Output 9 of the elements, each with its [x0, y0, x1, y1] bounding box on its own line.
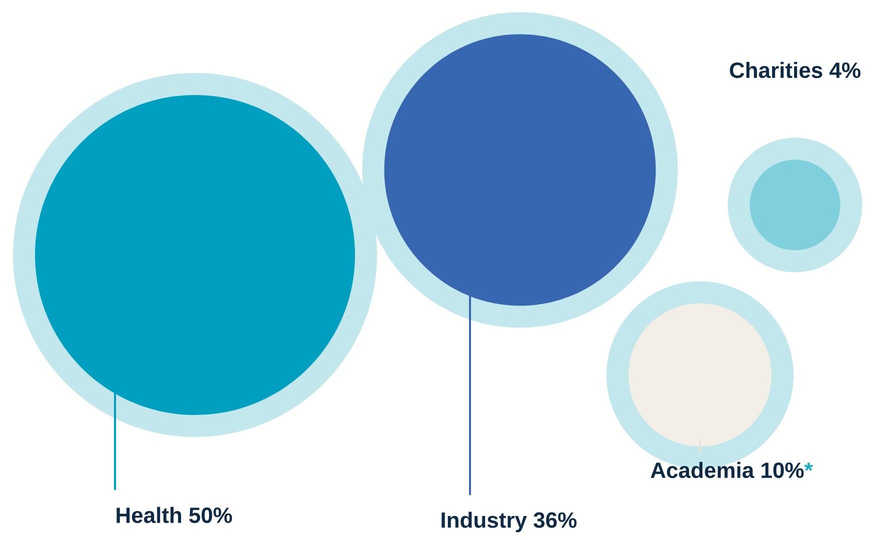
data-label: 10%: [762, 462, 804, 478]
category-label: Academia: [650, 462, 754, 478]
text: *: [804, 462, 813, 471]
data-label: 50%: [189, 507, 232, 524]
data-label: 36%: [534, 512, 577, 528]
category-label: Industry: [442, 512, 527, 532]
data-label: 4%: [830, 62, 860, 78]
category-label: Charities: [730, 62, 822, 78]
category-label: Health: [116, 506, 182, 524]
